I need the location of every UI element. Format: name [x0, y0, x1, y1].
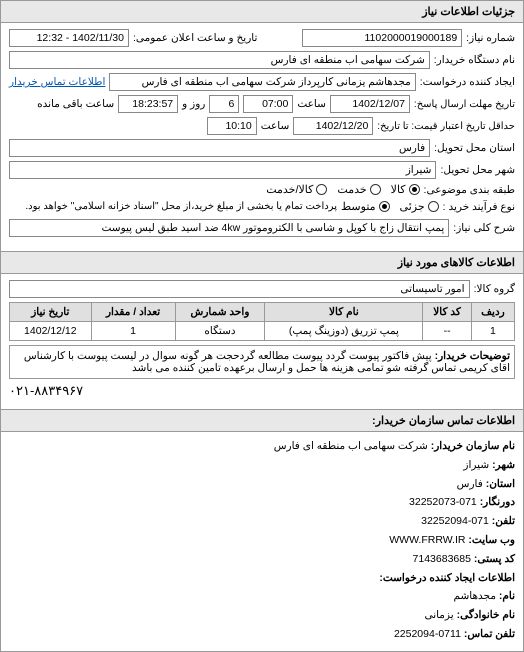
description-label: توضیحات خریدار: — [435, 350, 510, 362]
th-date: تاریخ نیاز — [10, 303, 92, 322]
radio-goods-service-icon — [316, 184, 327, 195]
buyer-org-field: شرکت سهامی اب منطقه ای فارس — [9, 51, 430, 69]
radio-small-label: جزئی — [400, 200, 425, 213]
remaining-suffix: ساعت باقی مانده — [37, 98, 114, 110]
request-number-field: 1102000019000189 — [302, 29, 462, 47]
radio-medium[interactable]: متوسط — [341, 200, 390, 213]
purchase-type-radio-group: جزئی متوسط — [341, 200, 439, 213]
contact-fax-label: دورنگار: — [480, 496, 515, 508]
contact-lastname: یزمانی — [424, 609, 453, 621]
contact-fax: 071-32252073 — [409, 496, 477, 508]
remaining-time-field: 18:23:57 — [118, 95, 178, 113]
time-label-2: ساعت — [261, 120, 290, 132]
contact-phone2-label: تلفن تماس: — [464, 628, 515, 640]
general-title-field: پمپ انتقال زاج با کوپل و شاسی با الکتروم… — [9, 219, 449, 237]
buyer-contact-link[interactable]: اطلاعات تماس خریدار — [9, 76, 105, 88]
radio-goods-label: کالا — [391, 183, 406, 196]
goods-group-label: گروه کالا: — [474, 283, 515, 295]
purchase-type-label: نوع فرآیند خرید : — [443, 201, 515, 213]
contact-postal-label: کد پستی: — [474, 553, 515, 565]
delivery-province-label: استان محل تحویل: — [434, 142, 515, 154]
remaining-days-field: 6 — [209, 95, 239, 113]
contact-org: شرکت سهامی اب منطقه ای فارس — [274, 440, 428, 452]
table-header-row: ردیف کد کالا نام کالا واحد شمارش تعداد /… — [10, 303, 515, 322]
contact-postal: 7143683685 — [413, 553, 471, 565]
th-unit: واحد شمارش — [175, 303, 265, 322]
delivery-province-field: فارس — [9, 139, 430, 157]
td-row: 1 — [471, 322, 514, 341]
validity-date-field: 1402/12/20 — [293, 117, 373, 135]
radio-goods-service-label: کالا/خدمت — [266, 183, 313, 196]
contact-phone: 071-32252094 — [421, 515, 489, 527]
td-date: 1402/12/12 — [10, 322, 92, 341]
table-row: 1 -- پمپ تزریق (دوزینگ پمپ) دستگاه 1 140… — [10, 322, 515, 341]
th-row: ردیف — [471, 303, 514, 322]
radio-small[interactable]: جزئی — [400, 200, 439, 213]
td-name: پمپ تزریق (دوزینگ پمپ) — [265, 322, 423, 341]
barcode-text: ۰۲۱-۸۸۳۴۹۶۷ — [9, 383, 515, 399]
contact-name-label: نام: — [499, 590, 515, 602]
contact-section-title: اطلاعات تماس سازمان خریدار: — [1, 409, 523, 432]
description-box: توضیحات خریدار: پیش فاکتور پیوست گردد پی… — [9, 345, 515, 379]
requester-section-title: اطلاعات ایجاد کننده درخواست: — [9, 570, 515, 587]
radio-goods-icon — [409, 184, 420, 195]
header-title: جزئیات اطلاعات نیاز — [422, 6, 515, 18]
goods-section-title: اطلاعات کالاهای مورد نیاز — [1, 251, 523, 274]
time-label-1: ساعت — [297, 98, 326, 110]
contact-name: مجدهاشم — [454, 590, 496, 602]
delivery-city-label: شهر محل تحویل: — [440, 164, 515, 176]
contact-org-label: نام سازمان خریدار: — [431, 440, 515, 452]
radio-medium-icon — [379, 201, 390, 212]
td-qty: 1 — [91, 322, 175, 341]
purchase-type-note: پرداخت تمام یا بخشی از مبلغ خرید،از محل … — [25, 201, 337, 212]
goods-table: ردیف کد کالا نام کالا واحد شمارش تعداد /… — [9, 302, 515, 341]
radio-goods-service[interactable]: کالا/خدمت — [266, 183, 327, 196]
th-code: کد کالا — [423, 303, 472, 322]
td-code: -- — [423, 322, 472, 341]
category-label: طبقه بندی موضوعی: — [424, 184, 515, 196]
general-title-label: شرح کلی نیاز: — [453, 222, 515, 234]
contact-website: WWW.FRRW.IR — [389, 534, 465, 546]
contact-province-label: استان: — [486, 478, 515, 490]
requester-field: مجدهاشم یزمانی کارپرداز شرکت سهامی اب من… — [109, 73, 415, 91]
goods-group-field: امور تاسیساتی — [9, 280, 470, 298]
contact-phone-label: تلفن: — [492, 515, 515, 527]
remaining-days-label: روز و — [182, 98, 205, 110]
buyer-org-label: نام دستگاه خریدار: — [434, 54, 515, 66]
radio-medium-label: متوسط — [341, 200, 376, 213]
contact-lastname-label: نام خانوادگی: — [457, 609, 515, 621]
contact-website-label: وب سایت: — [468, 534, 515, 546]
announce-datetime-field: 1402/11/30 - 12:32 — [9, 29, 129, 47]
requester-label: ایجاد کننده درخواست: — [420, 76, 515, 88]
validity-label: حداقل تاریخ اعتبار قیمت: تا تاریخ: — [377, 121, 515, 132]
response-time-field: 07:00 — [243, 95, 293, 113]
delivery-city-field: شیراز — [9, 161, 436, 179]
radio-service-label: خدمت — [337, 183, 366, 196]
request-number-label: شماره نیاز: — [466, 32, 515, 44]
validity-time-field: 10:10 — [207, 117, 257, 135]
contact-phone2: 0711-2252094 — [394, 628, 461, 640]
contact-province: فارس — [457, 478, 483, 490]
radio-small-icon — [428, 201, 439, 212]
category-radio-group: کالا خدمت کالا/خدمت — [266, 183, 419, 196]
announce-datetime-label: تاریخ و ساعت اعلان عمومی: — [133, 32, 257, 44]
radio-service[interactable]: خدمت — [337, 183, 380, 196]
contact-city-label: شهر: — [492, 459, 515, 471]
page-header: جزئیات اطلاعات نیاز — [1, 1, 523, 23]
response-deadline-label: تاریخ مهلت ارسال پاسخ: — [414, 99, 515, 110]
th-qty: تعداد / مقدار — [91, 303, 175, 322]
td-unit: دستگاه — [175, 322, 265, 341]
contact-city: شیراز — [463, 459, 489, 471]
response-date-field: 1402/12/07 — [330, 95, 410, 113]
th-name: نام کالا — [265, 303, 423, 322]
radio-service-icon — [370, 184, 381, 195]
radio-goods[interactable]: کالا — [391, 183, 420, 196]
